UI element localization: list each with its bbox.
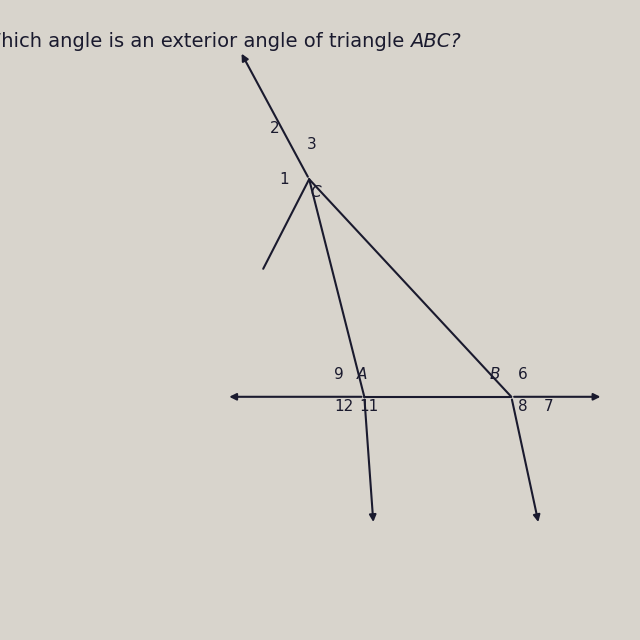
Text: 12: 12: [334, 399, 353, 414]
Text: 7: 7: [543, 399, 553, 414]
Text: Which angle is an exterior angle of triangle: Which angle is an exterior angle of tria…: [0, 32, 410, 51]
Text: 11: 11: [359, 399, 378, 414]
Text: A: A: [357, 367, 367, 382]
Text: 8: 8: [518, 399, 527, 414]
Text: 6: 6: [518, 367, 528, 382]
Text: 2: 2: [270, 120, 280, 136]
Text: B: B: [490, 367, 500, 382]
Text: C: C: [311, 184, 321, 200]
Text: 1: 1: [279, 172, 289, 187]
Text: 3: 3: [307, 136, 316, 152]
Text: 9: 9: [334, 367, 344, 382]
Text: ABC?: ABC?: [410, 32, 461, 51]
